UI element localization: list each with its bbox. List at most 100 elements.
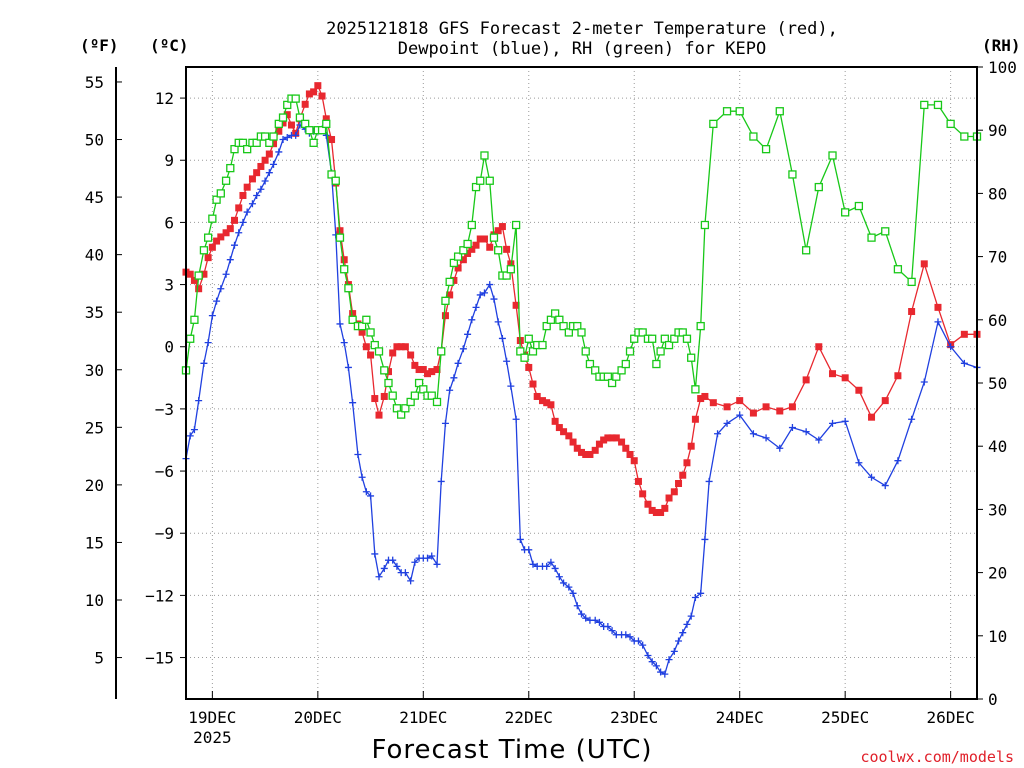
temperature-point	[314, 82, 322, 90]
rh-point	[437, 347, 446, 356]
dewpoint-point	[283, 133, 291, 141]
rh-point	[511, 220, 521, 230]
dewpoint-point	[322, 131, 330, 139]
dewpoint-point	[424, 554, 432, 562]
rh-tick-label: 20	[988, 564, 1007, 583]
rh-point	[208, 214, 217, 223]
temperature-point	[446, 291, 454, 299]
rh-point	[652, 359, 661, 369]
temperature-point	[657, 509, 665, 517]
temperature-point	[612, 434, 620, 442]
celsius-tick-label: −9	[155, 524, 174, 543]
dewpoint-point	[714, 430, 722, 438]
rh-tick-label: 40	[988, 437, 1007, 456]
dewpoint-point	[701, 535, 709, 543]
rh-point	[357, 321, 367, 331]
temperature-point	[415, 366, 423, 374]
rh-point	[612, 372, 621, 381]
dewpoint-point	[472, 303, 480, 311]
rh-point	[867, 233, 876, 242]
temperature-point	[328, 136, 336, 144]
celsius-tick-label: −3	[155, 400, 174, 419]
dewpoint-point	[639, 641, 647, 649]
dewpoint-point	[393, 562, 401, 570]
rh-point	[761, 145, 771, 154]
dewpoint-point	[261, 177, 269, 185]
rh-point	[453, 252, 463, 261]
fahrenheit-tick-label: 10	[85, 591, 104, 610]
rh-point	[344, 284, 353, 293]
dewpoint-point	[446, 386, 454, 394]
fahrenheit-tick-label: 25	[85, 418, 104, 437]
temperature-point	[709, 399, 717, 407]
temperature-point	[283, 111, 291, 119]
temperature-point	[551, 417, 559, 425]
temperature-point	[697, 395, 705, 403]
temperature-point	[362, 343, 370, 351]
rh-point	[467, 220, 476, 230]
rh-point	[630, 334, 639, 343]
rh-point	[414, 378, 424, 388]
temperature-point	[186, 270, 194, 278]
dewpoint-point	[604, 622, 612, 630]
temperature-point	[582, 450, 590, 458]
temperature-point	[257, 162, 265, 170]
dewpoint-point	[569, 589, 577, 597]
temperature-point	[736, 397, 744, 405]
rh-point	[317, 126, 327, 135]
dewpoint-point	[560, 579, 568, 587]
temperature-point	[525, 363, 533, 371]
temperature-point	[393, 343, 401, 351]
temperature-point	[486, 243, 494, 251]
fahrenheit-tick-label: 5	[94, 649, 104, 668]
dewpoint-point	[437, 477, 445, 485]
temperature-point	[675, 479, 683, 487]
rh-point	[406, 397, 415, 407]
rh-point	[841, 208, 850, 217]
dewpoint-point	[648, 658, 656, 666]
rh-point	[814, 182, 823, 192]
dewpoint-point	[595, 618, 603, 626]
temperature-point	[815, 343, 823, 351]
dewpoint-point	[749, 430, 757, 438]
rh-point	[331, 176, 340, 185]
dewpoint-point	[265, 169, 273, 177]
dewpoint-point	[565, 583, 573, 591]
temperature-point	[340, 256, 348, 264]
rh-tick-label: 60	[988, 311, 1007, 330]
dewpoint-point	[441, 419, 449, 427]
temperature-point	[591, 446, 599, 454]
dewpoint-point	[200, 359, 208, 367]
dewpoint-point	[459, 345, 467, 353]
temperature-point	[538, 397, 546, 405]
dewpoint-point	[920, 378, 928, 386]
dewpoint-point	[652, 662, 660, 670]
rh-point	[226, 163, 235, 173]
rh-point	[427, 391, 436, 400]
dewpoint-point	[582, 614, 590, 622]
dewpoint-point	[411, 558, 419, 566]
dewpoint-point	[213, 297, 221, 305]
dewpoint-point	[253, 191, 261, 199]
temperature-point	[279, 119, 287, 127]
dewpoint-point	[340, 339, 348, 347]
dewpoint-point	[841, 417, 849, 425]
rh-point	[907, 277, 916, 287]
time-tick-label: 22DEC	[505, 708, 553, 727]
temperature-point	[648, 506, 656, 514]
rh-point	[230, 145, 239, 154]
temperature-point	[195, 285, 203, 293]
rh-point	[362, 315, 371, 324]
dewpoint-point	[275, 148, 283, 156]
rh-unit-label: (RH)	[982, 36, 1021, 55]
dewpoint-point	[349, 399, 357, 407]
rh-point	[301, 119, 310, 129]
rh-tick-label: 100	[988, 58, 1017, 77]
rh-point	[678, 328, 687, 337]
dewpoint-point	[547, 558, 555, 566]
dewpoint-point	[525, 546, 533, 554]
rh-point	[670, 334, 679, 343]
dewpoint-point	[762, 434, 770, 442]
